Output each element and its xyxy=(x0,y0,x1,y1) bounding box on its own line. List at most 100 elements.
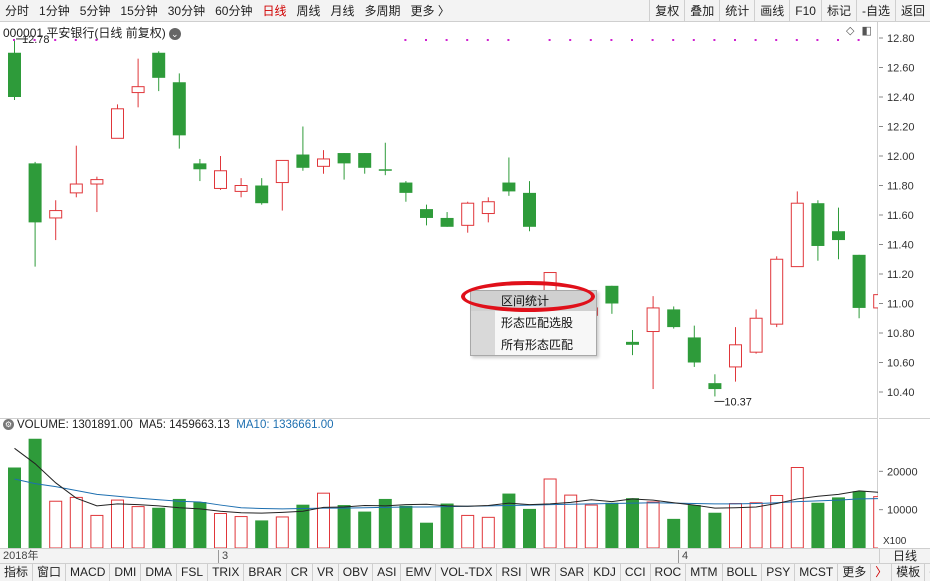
period-tab-3[interactable]: 15分钟 xyxy=(120,3,158,18)
candle-body xyxy=(605,285,619,304)
indicator-tab-18[interactable]: CCI xyxy=(621,564,651,581)
price-axis: 12.80 12.60 12.40 12.20 12.00 11.80 11.60 11.40… xyxy=(879,22,930,418)
window-icon[interactable]: ◧ xyxy=(861,25,872,37)
period-tab-8[interactable]: 月线 xyxy=(330,3,355,18)
menu-item-range-stats[interactable]: 区间统计 xyxy=(471,291,596,311)
volume-bar-34 xyxy=(708,512,722,548)
candle-body xyxy=(399,182,413,193)
indicator-tab-10[interactable]: OBV xyxy=(339,564,374,581)
indicator-tab-3[interactable]: DMI xyxy=(110,564,142,581)
price-tick-3: 12.20 xyxy=(887,122,915,134)
indicator-tab-26[interactable]: 模板 xyxy=(892,564,926,581)
candle-31 xyxy=(646,296,660,390)
indicator-tab-23[interactable]: MCST xyxy=(795,564,839,581)
indicator-tab-15[interactable]: WR xyxy=(527,564,556,581)
period-tab-9[interactable]: 多周期 xyxy=(364,3,401,18)
diamond-icon[interactable]: ◇ xyxy=(846,25,855,37)
indicator-tab-19[interactable]: ROC xyxy=(651,564,687,581)
indicator-tab-17[interactable]: KDJ xyxy=(589,564,621,581)
volume-axis-svg: 20000 10000 X100 xyxy=(879,466,918,547)
indicator-tab-4[interactable]: DMA xyxy=(141,564,178,581)
indicator-tab-2[interactable]: MACD xyxy=(66,564,111,581)
indicator-tab-16[interactable]: SAR xyxy=(556,564,590,581)
toolbar-button-1[interactable]: 叠加 xyxy=(684,0,719,22)
candlestick-svg[interactable]: 12.78 10.37 xyxy=(0,22,878,418)
price-tick-0: 12.80 xyxy=(887,33,915,45)
volume-tick-0: 20000 xyxy=(887,466,918,478)
candle-body xyxy=(852,254,866,308)
period-tab-5[interactable]: 60分钟 xyxy=(215,3,253,18)
indicator-tab-27[interactable]: + xyxy=(925,564,930,581)
candle-body xyxy=(708,383,722,390)
menu-item-all-pattern-match[interactable]: 所有形态匹配 xyxy=(501,338,574,352)
toolbar-button-6[interactable]: -自选 xyxy=(855,0,895,22)
volume-bar-40 xyxy=(832,497,845,548)
volume-bar-31 xyxy=(646,501,660,549)
toolbar-button-5[interactable]: 标记 xyxy=(820,0,856,22)
period-tab-10[interactable]: 更多 〉 xyxy=(410,3,450,18)
toolbar-button-4[interactable]: F10 xyxy=(789,0,821,22)
candle-42 xyxy=(873,294,878,309)
period-tab-0[interactable]: 分时 xyxy=(5,3,30,18)
settings-icon[interactable]: ⚙ xyxy=(3,419,14,431)
indicator-tab-0[interactable]: 指标 xyxy=(0,564,34,581)
indicator-tab-11[interactable]: ASI xyxy=(373,564,402,581)
volume-bar-37 xyxy=(770,494,784,549)
period-tab-1[interactable]: 1分钟 xyxy=(39,3,70,18)
marker-dot xyxy=(74,39,77,41)
period-tab-7[interactable]: 周线 xyxy=(296,3,321,18)
toolbar-button-3[interactable]: 画线 xyxy=(754,0,789,22)
indicator-tab-21[interactable]: BOLL xyxy=(723,564,763,581)
period-tab-2[interactable]: 5分钟 xyxy=(79,3,111,18)
volume-unit: X100 xyxy=(883,536,907,547)
candle-38 xyxy=(790,191,804,268)
chevron-down-icon[interactable]: ⌄ xyxy=(168,27,181,40)
volume-bar-28 xyxy=(584,504,598,549)
volume-chart[interactable] xyxy=(0,418,878,549)
indicator-tab-12[interactable]: EMV xyxy=(401,564,437,581)
indicator-tab-6[interactable]: TRIX xyxy=(208,564,245,581)
volume-bar-41 xyxy=(852,491,866,548)
indicator-tab-20[interactable]: MTM xyxy=(686,564,723,581)
period-tab-4[interactable]: 30分钟 xyxy=(167,3,206,18)
volume-bar-26 xyxy=(543,478,557,549)
period-tab-6[interactable]: 日线 xyxy=(262,3,287,18)
toolbar-button-7[interactable]: 返回 xyxy=(894,0,930,22)
indicator-tab-5[interactable]: FSL xyxy=(177,564,209,581)
stock-title[interactable]: 000001 平安银行(日线 前复权) ⌄ xyxy=(3,24,181,41)
indicator-tab-1[interactable]: 窗口 xyxy=(33,564,67,581)
volume-bar-23 xyxy=(481,516,495,549)
volume-bar-17 xyxy=(358,511,372,548)
cycle-label[interactable]: 日线 xyxy=(879,549,930,564)
toolbar-button-2[interactable]: 统计 xyxy=(719,0,754,22)
indicator-tab-14[interactable]: RSI xyxy=(497,564,527,581)
indicator-tab-8[interactable]: CR xyxy=(287,564,314,581)
candle-body xyxy=(152,52,166,78)
ma5-value: MA5: 1459663.13 xyxy=(139,419,230,431)
marker-dot xyxy=(13,39,15,41)
volume-svg[interactable] xyxy=(0,419,878,549)
candle-body xyxy=(358,153,372,168)
price-tick-2: 12.40 xyxy=(887,92,915,104)
indicator-tab-22[interactable]: PSY xyxy=(762,564,796,581)
candle-4 xyxy=(90,176,104,213)
candle-22 xyxy=(461,201,475,233)
candle-10 xyxy=(214,156,227,190)
indicator-tab-25[interactable]: 〉 xyxy=(871,564,893,581)
volume-bar-24 xyxy=(502,493,516,548)
ma5-line xyxy=(14,447,878,514)
toolbar-button-0[interactable]: 复权 xyxy=(649,0,684,22)
marker-dot xyxy=(651,39,654,41)
candle-body xyxy=(420,209,433,218)
candle-body xyxy=(832,231,845,241)
marker-dot xyxy=(54,39,57,41)
indicator-tab-7[interactable]: BRAR xyxy=(244,564,287,581)
indicator-tab-24[interactable]: 更多 xyxy=(838,564,872,581)
candlestick-chart[interactable]: 12.78 10.37 xyxy=(0,22,878,418)
marker-dot xyxy=(425,39,427,41)
indicator-tab-9[interactable]: VR xyxy=(313,564,339,581)
indicator-tab-13[interactable]: VOL-TDX xyxy=(436,564,498,581)
volume-bar-35 xyxy=(729,503,742,549)
menu-item-pattern-match-select[interactable]: 形态匹配选股 xyxy=(501,316,574,330)
marker-dot xyxy=(404,39,407,41)
